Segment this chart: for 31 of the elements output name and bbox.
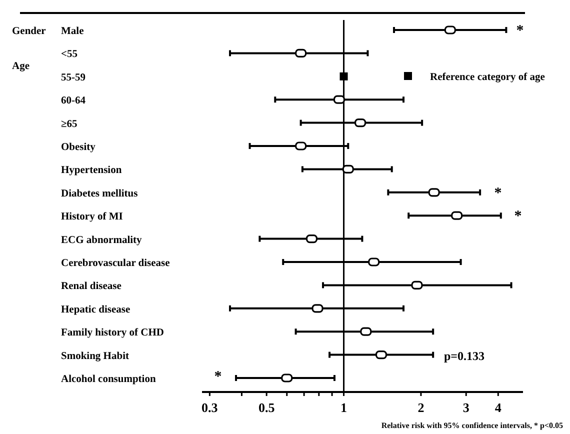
annotation: * bbox=[494, 185, 502, 202]
y-tick-label: Hepatic disease bbox=[61, 304, 130, 316]
text: Age bbox=[12, 60, 30, 72]
y-tick-label: <55 bbox=[61, 49, 78, 60]
y-tick-label: Smoking Habit bbox=[61, 350, 130, 362]
x-axis-title: Relative risk with 95% confidence intervals, * p<0.05 bbox=[381, 421, 563, 430]
x-tick-label: 0.3 bbox=[202, 400, 218, 415]
x-tick-label: 2 bbox=[418, 400, 424, 415]
y-tick-label: History of MI bbox=[61, 212, 123, 223]
annotation: * bbox=[514, 208, 522, 225]
y-tick-label: Hypertension bbox=[61, 165, 122, 176]
x-tick-label: 0.5 bbox=[258, 400, 276, 415]
legend-label: Reference category of age bbox=[430, 72, 546, 83]
y-tick-label: 60-64 bbox=[61, 96, 86, 107]
annotation: * bbox=[214, 369, 222, 385]
y-tick-label: Cerebrovascular disease bbox=[61, 258, 170, 269]
y-tick-label: ECG abnormality bbox=[61, 234, 143, 246]
x-tick-label: 1 bbox=[340, 400, 348, 415]
x-tick-label: 3 bbox=[462, 400, 470, 415]
y-tick-label: ≥65 bbox=[61, 118, 78, 130]
y-tick-label: Diabetes mellitus bbox=[61, 188, 138, 200]
x-tick-label: 4 bbox=[494, 400, 502, 415]
y-tick-label: Renal disease bbox=[61, 281, 122, 292]
text: Gender bbox=[12, 26, 46, 37]
y-tick-label: Alcohol consumption bbox=[61, 374, 156, 385]
y-tick-label: Family history of CHD bbox=[61, 328, 164, 339]
annotation: * bbox=[516, 23, 524, 39]
y-tick-label: Male bbox=[61, 26, 84, 37]
y-tick-label: 55-59 bbox=[61, 72, 86, 84]
y-tick-label: Obesity bbox=[61, 142, 96, 153]
annotation: p=0.133 bbox=[444, 348, 485, 363]
